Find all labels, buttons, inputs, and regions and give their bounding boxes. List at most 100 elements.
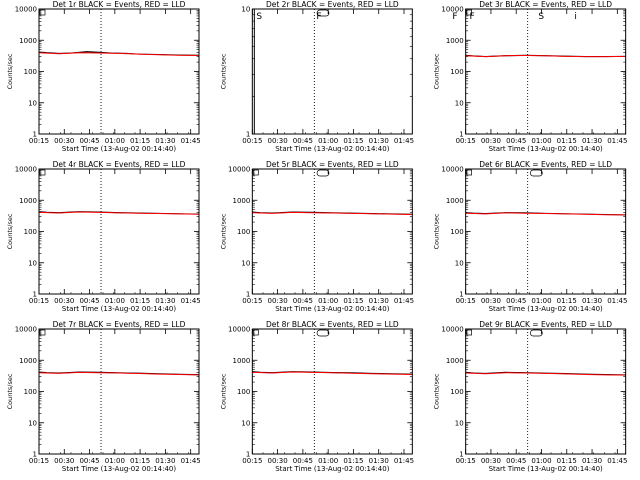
y-tick-label: 10	[455, 259, 464, 267]
x-tick-label: 01:45	[181, 457, 201, 465]
x-tick-label: 00:45	[79, 297, 99, 305]
x-tick-label: 01:15	[130, 457, 150, 465]
marker-annotation: F	[470, 12, 475, 22]
x-tick-label: 01:15	[343, 297, 363, 305]
x-tick-label: 01:00	[105, 457, 125, 465]
panel-title: Det 6r BLACK = Events, RED = LLD	[479, 160, 612, 169]
x-tick-label: 01:00	[105, 297, 125, 305]
x-tick-label: 01:00	[531, 137, 551, 145]
series-line-events	[465, 212, 626, 216]
x-tick-label: 00:45	[293, 137, 313, 145]
y-axis-title: Counts/sec	[219, 53, 227, 89]
x-tick-label: 01:15	[557, 297, 577, 305]
y-tick-label: 1000	[446, 37, 464, 45]
x-tick-label: 00:45	[506, 137, 526, 145]
x-tick-label: 00:30	[54, 137, 74, 145]
plot-frame	[251, 8, 413, 135]
x-tick-label: 01:30	[155, 457, 175, 465]
series-line-events	[465, 54, 626, 58]
saa-flag-icon	[316, 329, 330, 337]
x-tick-label: 01:45	[607, 297, 627, 305]
x-tick-label: 01:30	[369, 297, 389, 305]
x-tick-label: 01:15	[343, 137, 363, 145]
x-tick-label: 00:30	[481, 457, 501, 465]
x-tick-label: 01:45	[181, 137, 201, 145]
x-tick-label: 01:00	[318, 297, 338, 305]
series-line-lld	[465, 55, 626, 58]
y-tick-label: 10000	[441, 6, 463, 14]
plot-frame	[38, 168, 200, 295]
x-tick-label: 00:45	[506, 297, 526, 305]
marker-annotation: S	[256, 12, 262, 22]
y-tick-label: 100	[450, 68, 463, 76]
panel-title: Det 7r BLACK = Events, RED = LLD	[53, 320, 186, 329]
y-tick-label: 10	[28, 419, 37, 427]
plot-area	[252, 329, 413, 454]
x-axis-title: Start Time (13-Aug-02 00:14:40)	[275, 465, 389, 473]
x-tick-label: 00:45	[79, 137, 99, 145]
panel-det-2: Det 2r BLACK = Events, RED = LLD 1 10 00:15…	[219, 0, 577, 153]
x-axis-title: Start Time (13-Aug-02 00:14:40)	[62, 305, 176, 313]
series-line-lld	[252, 371, 413, 375]
panel-title: Det 1r BLACK = Events, RED = LLD	[53, 0, 186, 9]
corner-flag-icon	[466, 9, 473, 16]
panel-det-8: Det 8r BLACK = Events, RED = LLD11010010…	[219, 320, 543, 473]
plot-area	[465, 9, 626, 134]
series-line-events	[39, 51, 199, 56]
y-tick-label: 10000	[441, 166, 463, 174]
x-axis-title: Start Time (13-Aug-02 00:14:40)	[489, 305, 603, 313]
y-tick-label: 1000	[19, 37, 37, 45]
x-tick-label: 01:15	[343, 457, 363, 465]
y-tick-label: 1000	[233, 197, 251, 205]
corner-flag-icon	[39, 9, 46, 16]
x-tick-label: 01:30	[582, 457, 602, 465]
y-axis-title: Counts/sec	[219, 213, 227, 249]
panel-title: Det 4r BLACK = Events, RED = LLD	[53, 160, 186, 169]
x-tick-label: 01:30	[582, 297, 602, 305]
y-tick-label: 1	[33, 131, 37, 139]
panel-title: Det 9r BLACK = Events, RED = LLD	[479, 320, 612, 329]
y-axis-title: Counts/sec	[6, 213, 14, 249]
panel-det-9: Det 9r BLACK = Events, RED = LLD 1 10 100 10…	[433, 320, 628, 473]
y-tick-label: 10000	[441, 326, 463, 334]
series-line-events	[252, 211, 413, 215]
y-tick-label: 10000	[228, 326, 250, 334]
y-tick-label: 1	[459, 291, 463, 299]
x-axis-title: Start Time (13-Aug-02 00:14:40)	[62, 465, 176, 473]
x-axis-title: Start Time (13-Aug-02 00:14:40)	[489, 145, 603, 153]
marker-annotation: S	[538, 12, 544, 22]
x-tick-label: 00:30	[268, 137, 288, 145]
corner-flag-icon	[252, 329, 259, 336]
y-tick-label: 1000	[446, 197, 464, 205]
x-tick-label: 01:45	[607, 457, 627, 465]
series-line-events	[465, 371, 626, 376]
panel-title: Det 2r BLACK = Events, RED = LLD	[266, 0, 399, 9]
x-tick-label: 01:00	[318, 457, 338, 465]
y-axis-title: Counts/sec	[433, 213, 441, 249]
x-axis-title: Start Time (13-Aug-02 00:14:40)	[275, 145, 389, 153]
x-tick-label: 01:15	[557, 457, 577, 465]
x-tick-label: 01:30	[582, 137, 602, 145]
x-tick-label: 00:15	[29, 297, 49, 305]
y-tick-label: 1	[459, 451, 463, 459]
panel-title: Det 8r BLACK = Events, RED = LLD	[266, 320, 399, 329]
x-axis-title: Start Time (13-Aug-02 00:14:40)	[62, 145, 176, 153]
x-tick-label: 01:15	[130, 297, 150, 305]
y-tick-label: 10	[28, 259, 37, 267]
y-tick-label: 10	[241, 259, 250, 267]
corner-flag-icon	[466, 169, 473, 176]
series-line-lld	[39, 52, 199, 56]
y-tick-label: 1000	[19, 357, 37, 365]
y-tick-label: 10000	[15, 326, 37, 334]
plot-area	[253, 9, 315, 134]
y-axis-title: Counts/sec	[6, 373, 14, 409]
x-tick-label: 01:00	[531, 297, 551, 305]
x-tick-label: 00:15	[456, 457, 476, 465]
panel-det-5: Det 5r BLACK = Events, RED = LLD11010010…	[219, 160, 543, 313]
y-tick-label: 10000	[15, 6, 37, 14]
x-tick-label: 00:15	[29, 457, 49, 465]
series-line-lld	[39, 371, 199, 376]
x-tick-label: 01:45	[394, 297, 414, 305]
x-tick-label: 00:15	[242, 137, 262, 145]
